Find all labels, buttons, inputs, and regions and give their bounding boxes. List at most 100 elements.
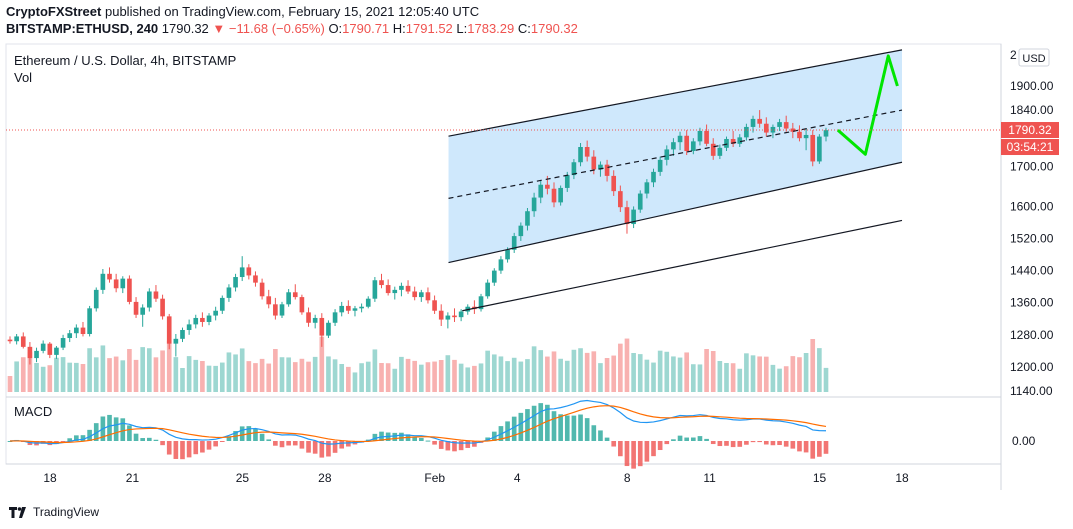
candle-body [684, 135, 690, 152]
symbol-name: BITSTAMP:ETHUSD, 240 [6, 21, 159, 36]
volume-bar [578, 348, 583, 392]
volume-bar [279, 357, 285, 392]
macd-histogram-bar [564, 415, 570, 441]
volume-bar [697, 364, 703, 392]
candle-body [644, 182, 650, 194]
candle-body [20, 336, 26, 347]
currency-button[interactable] [1018, 48, 1050, 67]
volume-bar [684, 352, 690, 392]
volume-bar [651, 362, 656, 392]
volume-bar [339, 364, 345, 392]
current-price-badge [1001, 122, 1059, 139]
candle-body [737, 137, 743, 144]
candle-body [40, 343, 46, 351]
macd-histogram-bar [372, 433, 378, 441]
macd-histogram-bar [558, 414, 563, 441]
macd-histogram-bar [186, 441, 192, 458]
volume-bar [332, 359, 338, 392]
candle-body [538, 184, 544, 198]
candle-body [637, 193, 643, 210]
candle-body [279, 304, 285, 316]
macd-histogram-bar [273, 441, 278, 446]
price-tick-label: 1280.00 [1010, 328, 1054, 342]
volume-bar [7, 376, 13, 392]
macd-histogram-bar [677, 435, 683, 441]
macd-histogram-bar [107, 414, 112, 441]
macd-histogram-bar [312, 441, 318, 454]
volume-bar [306, 361, 311, 392]
candle-body [657, 159, 663, 172]
candle-body [399, 285, 404, 290]
macd-histogram-bar [790, 441, 796, 449]
macd-histogram-bar [584, 418, 590, 441]
volume-bar [717, 361, 723, 392]
macd-histogram-bar [239, 426, 245, 441]
macd-histogram-bar [418, 437, 424, 441]
macd-histogram-bar [253, 428, 258, 441]
ohlc-l-label: L: [456, 21, 468, 36]
macd-histogram-bar [392, 432, 398, 441]
candle-body [160, 298, 165, 317]
macd-histogram-bar [757, 441, 762, 443]
candle-body [385, 285, 391, 294]
macd-histogram-bar [153, 439, 159, 441]
candle-body [74, 327, 79, 334]
volume-bar [385, 363, 391, 392]
volume-bar [47, 365, 53, 392]
macd-histogram-bar [777, 441, 782, 446]
time-axis: 18 21 25 28 Feb 4 8 11 15 18 [43, 471, 909, 485]
candle-body [332, 312, 338, 323]
volume-bar [564, 360, 570, 392]
candle-body [763, 123, 769, 133]
volume-bar [498, 356, 504, 392]
price-change: −11.68 (−0.65%) [228, 21, 325, 36]
candle-body [120, 278, 126, 289]
candle-body [346, 305, 351, 311]
macd-histogram-bar [525, 409, 530, 441]
macd-histogram-bar [664, 441, 670, 445]
macd-histogram-bar [213, 441, 218, 447]
footer-brand[interactable]: TradingView [8, 502, 99, 522]
volume-bar [160, 350, 165, 392]
price-tick-label: 1520.00 [1010, 232, 1054, 246]
candle-body [273, 304, 278, 316]
candle-body [810, 134, 816, 162]
volume-bar [372, 349, 378, 392]
candle-body [690, 141, 696, 152]
candle-body [359, 306, 364, 309]
volume-bar [657, 350, 663, 392]
macd-histogram-bar [591, 425, 597, 441]
macd-histogram-bar [279, 441, 285, 448]
macd-histogram-bar [598, 430, 603, 441]
volume-bar [292, 362, 298, 392]
candle-body [326, 322, 331, 336]
volume-bar [365, 361, 371, 392]
volume-bar [438, 360, 444, 392]
candle-body [631, 209, 636, 225]
macd-histogram-bar [292, 441, 298, 446]
candle-body [200, 317, 205, 322]
currency-label: USD [1022, 53, 1045, 65]
candle-body [412, 291, 418, 298]
tradingview-logo-icon [9, 507, 26, 518]
volume-bar [664, 351, 670, 392]
symbol-info: BITSTAMP:ETHUSD, 240 1790.32 ▼ −11.68 (−… [6, 20, 578, 37]
volume-bar [571, 349, 577, 392]
volume-bar [538, 350, 544, 392]
candle-body [239, 267, 245, 278]
volume-bar [239, 348, 245, 392]
candle-body [432, 300, 437, 311]
channel-fill [448, 49, 902, 263]
macd-histogram-bar [724, 441, 729, 446]
macd-histogram-bar [750, 441, 756, 443]
macd-histogram-bar [80, 435, 86, 441]
ohlc-h-label: H: [392, 21, 406, 36]
macd-histogram-bar [219, 441, 225, 442]
candle-body [319, 317, 325, 336]
volume-bar [591, 351, 597, 392]
time-tick-label: 25 [236, 471, 250, 485]
last-price: 1790.32 [161, 21, 209, 36]
volume-bar [226, 352, 232, 392]
volume-bar [67, 362, 73, 392]
